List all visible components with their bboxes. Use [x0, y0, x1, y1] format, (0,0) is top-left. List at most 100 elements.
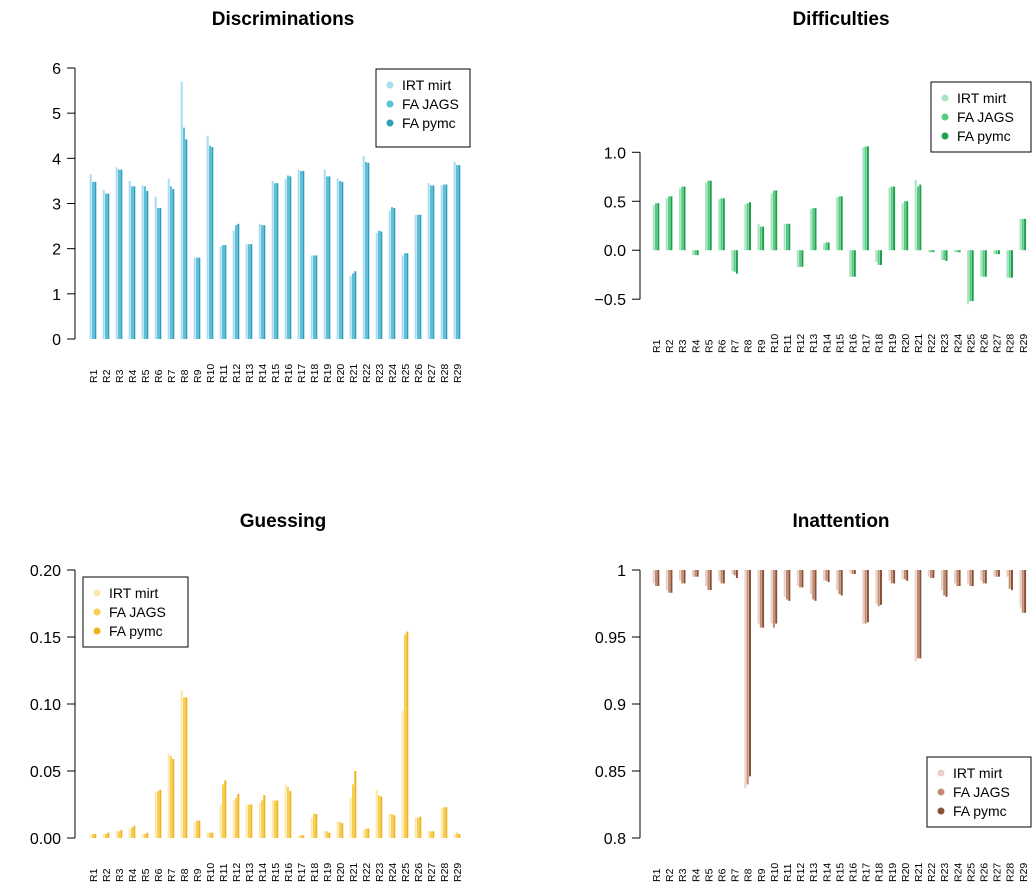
bar [289, 176, 292, 339]
bar [430, 831, 432, 838]
bar [248, 244, 250, 339]
bar [980, 570, 983, 581]
bar [1008, 570, 1011, 589]
bar [245, 804, 248, 838]
legend-swatch [941, 132, 949, 140]
panel-difficulties: Difficulties −0.50.00.51.0 R1 R2 R3 R4 R5 R6 R… [594, 9, 1032, 353]
bar [809, 570, 812, 595]
panel-title: Discriminations [212, 9, 355, 30]
bar [930, 250, 933, 253]
legend-label: IRT mirt [957, 90, 1006, 106]
bar [167, 753, 170, 838]
bar [783, 223, 786, 251]
x-tick-label: R24 [952, 334, 964, 353]
x-tick-label: R24 [387, 364, 399, 383]
y-tick-label: 0.95 [595, 630, 626, 647]
bar [102, 833, 105, 838]
bar [759, 570, 762, 628]
bar [678, 188, 681, 251]
bar [209, 832, 211, 838]
bar [404, 634, 406, 838]
bar [984, 570, 987, 584]
bar [849, 250, 852, 277]
bar [877, 570, 880, 607]
bar [378, 795, 380, 838]
bar [692, 570, 694, 577]
bar [131, 827, 133, 838]
bar [432, 185, 435, 339]
bar [786, 223, 788, 251]
bar [880, 250, 882, 265]
bar [250, 244, 253, 339]
bar [668, 196, 671, 251]
x-tick-label: R18 [309, 863, 321, 882]
bar [735, 250, 738, 274]
bar [718, 570, 721, 581]
bar [971, 250, 974, 302]
bar [432, 831, 435, 838]
bar [940, 570, 943, 591]
x-tick-label: R18 [309, 364, 321, 383]
bar [759, 226, 762, 251]
bar [427, 831, 430, 838]
bar [419, 816, 422, 838]
bar [801, 570, 804, 588]
x-tick-label: R29 [1018, 863, 1030, 882]
x-tick-label: R16 [283, 364, 295, 383]
legend-label: FA JAGS [953, 784, 1010, 800]
bar [133, 825, 136, 838]
bar [443, 807, 445, 838]
bar [722, 198, 725, 251]
bar [678, 570, 681, 581]
bar [354, 271, 357, 339]
panel-inattention: Inattention 0.8 0.85 0.9 0.95 1 R1 R2 R3 R4 R5 R6… [595, 511, 1032, 882]
x-tick-label: R16 [848, 863, 860, 882]
x-tick-label: R15 [270, 863, 282, 882]
bar [770, 193, 773, 251]
x-tick-label: R26 [413, 364, 425, 383]
bar [735, 570, 738, 579]
x-tick-label: R29 [452, 364, 464, 383]
bar [378, 230, 380, 339]
bar [336, 178, 339, 339]
bar [183, 127, 185, 340]
x-tick-label: R13 [808, 863, 820, 882]
bar [733, 250, 736, 272]
legend-label: FA pymc [957, 128, 1011, 144]
x-tick-label: R1 [88, 369, 100, 383]
bar [772, 190, 775, 251]
legend: IRT mirt FA JAGS FA pymc [926, 756, 1032, 828]
bar [827, 570, 830, 583]
x-tick-label: R12 [795, 334, 807, 353]
bar [362, 156, 365, 339]
y-axis: 0.00 0.05 0.10 0.15 0.20 [30, 563, 76, 848]
x-tick-label: R11 [782, 334, 794, 353]
x-tick-label: R7 [730, 868, 742, 882]
x-tick-label: R25 [400, 364, 412, 383]
bar [310, 817, 313, 838]
bar [107, 193, 110, 339]
bar [354, 771, 357, 838]
bar [775, 190, 778, 251]
legend: IRT mirt FA JAGS FA pymc [375, 68, 471, 148]
bar [315, 255, 318, 339]
x-tick-label: R18 [874, 334, 886, 353]
bar [120, 169, 123, 340]
legend-swatch [937, 769, 945, 777]
bar [893, 186, 896, 251]
bar [128, 180, 131, 339]
bar [866, 570, 869, 623]
bar [146, 190, 149, 339]
x-tick-label: R20 [335, 863, 347, 882]
x-tick-label: R17 [296, 364, 308, 383]
legend-label: IRT mirt [109, 585, 158, 601]
panel-discriminations: Discriminations 0 1 2 3 4 5 6 R1 R2 R3 R4 R5 R6 R7 R8… [52, 9, 471, 383]
bar [258, 803, 261, 838]
bar [1024, 218, 1027, 251]
bar [94, 833, 97, 838]
bar [276, 800, 279, 838]
bar [875, 570, 878, 604]
bar [263, 225, 266, 339]
bar [932, 570, 935, 579]
bar [391, 207, 393, 339]
